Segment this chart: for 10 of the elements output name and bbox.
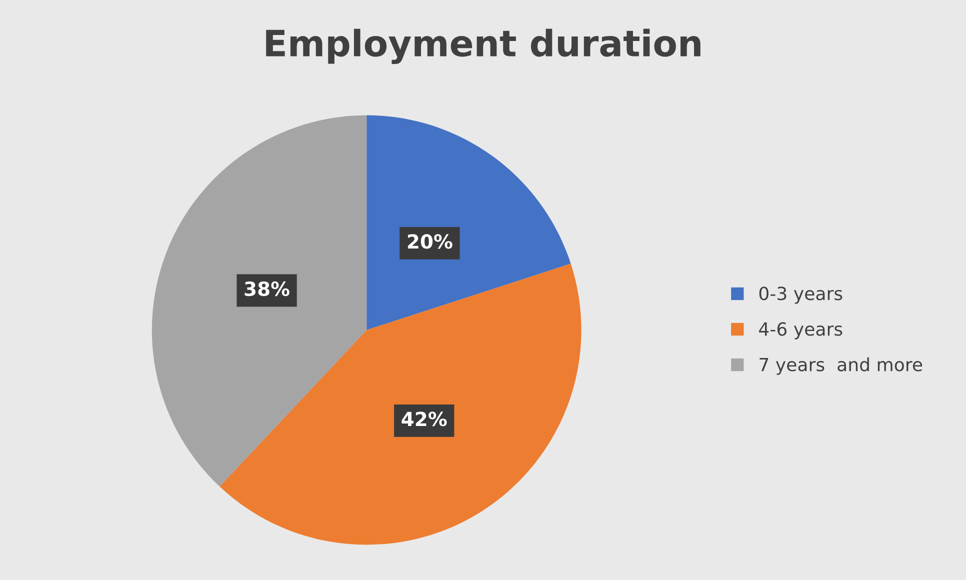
pie-slice [366,115,571,330]
legend-label: 4-6 years [759,322,842,340]
data-label: 38% [244,281,290,296]
data-label: 42% [402,412,447,426]
pie-slice [220,264,582,545]
data-label: 20% [408,234,452,249]
pie-slice [152,115,367,487]
legend-label: 7 years and more [760,357,922,375]
chart-title: Employment duration [266,28,700,64]
legend-label: 0-3 years [759,286,842,304]
